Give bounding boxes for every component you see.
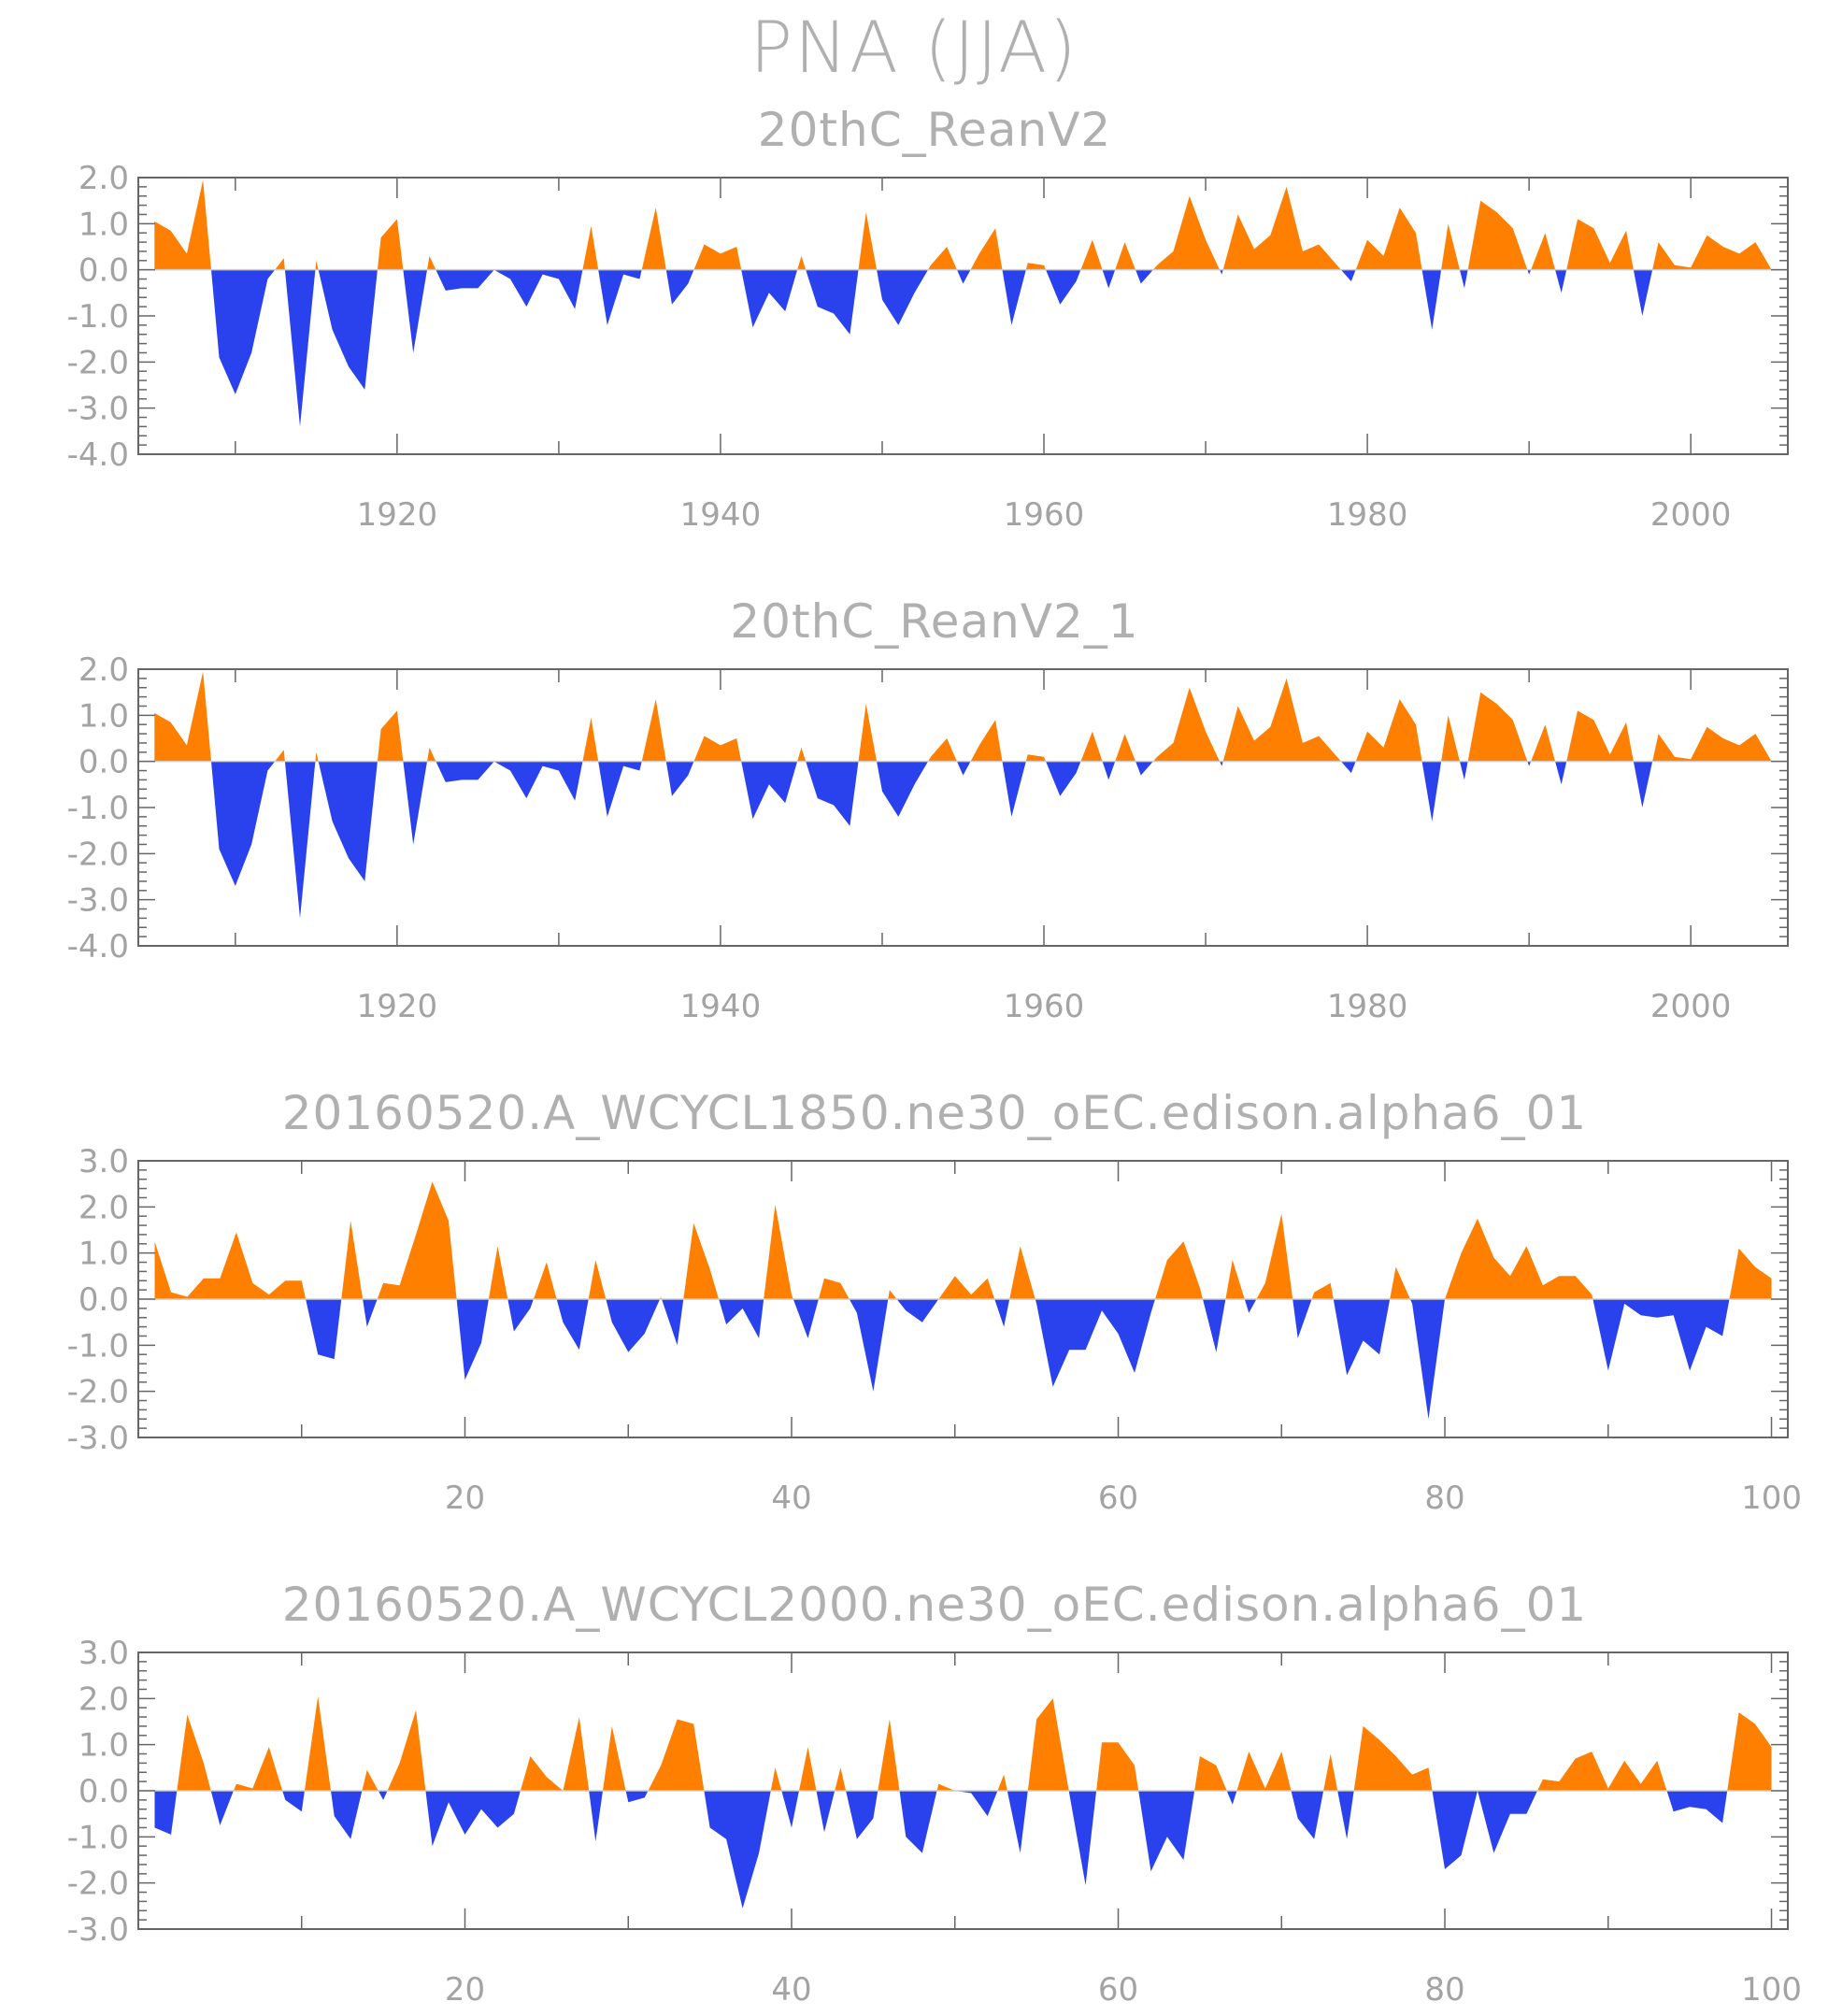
y-tick-label: 1.0 bbox=[79, 1236, 129, 1273]
y-tick-label: -1.0 bbox=[67, 1819, 129, 1856]
x-tick-label: 1960 bbox=[1004, 496, 1085, 534]
positive-anomaly-area bbox=[154, 671, 1772, 762]
positive-anomaly-area bbox=[154, 179, 1772, 270]
positive-anomaly-area bbox=[154, 1695, 1772, 1791]
y-tick-label: -2.0 bbox=[67, 1866, 129, 1903]
y-tick-label: 2.0 bbox=[79, 160, 129, 197]
y-tick-label: -3.0 bbox=[67, 882, 129, 920]
y-tick-label: -2.0 bbox=[67, 836, 129, 873]
y-tick-label: 2.0 bbox=[79, 651, 129, 689]
x-tick-label: 100 bbox=[1741, 1971, 1802, 2009]
panel-title-reanv2: 20thC_ReanV2 bbox=[757, 103, 1112, 157]
y-tick-label: -3.0 bbox=[67, 1911, 129, 1949]
y-tick-label: -2.0 bbox=[67, 1374, 129, 1411]
x-tick-label: 40 bbox=[771, 1480, 811, 1517]
x-tick-label: 1980 bbox=[1327, 988, 1408, 1025]
x-tick-label: 100 bbox=[1741, 1480, 1802, 1517]
panel-title-reanv2-1: 20thC_ReanV2_1 bbox=[730, 594, 1139, 649]
y-tick-label: 2.0 bbox=[79, 1680, 129, 1718]
y-tick-label: -4.0 bbox=[67, 436, 129, 474]
y-tick-label: -1.0 bbox=[67, 1327, 129, 1365]
negative-anomaly-area bbox=[154, 1791, 1772, 1909]
x-tick-label: 20 bbox=[445, 1480, 485, 1517]
x-tick-label: 2000 bbox=[1650, 988, 1732, 1025]
x-tick-label: 40 bbox=[771, 1971, 811, 2009]
y-tick-label: 0.0 bbox=[79, 252, 129, 290]
y-tick-label: -3.0 bbox=[67, 391, 129, 428]
panel-title-wcycl2000: 20160520.A_WCYCL2000.ne30_oEC.edison.alp… bbox=[281, 1578, 1588, 1632]
y-tick-label: -3.0 bbox=[67, 1420, 129, 1457]
x-tick-label: 20 bbox=[445, 1971, 485, 2009]
negative-anomaly-area bbox=[154, 1299, 1772, 1420]
x-tick-label: 1980 bbox=[1327, 496, 1408, 534]
x-tick-label: 1940 bbox=[680, 988, 762, 1025]
y-tick-label: 0.0 bbox=[79, 744, 129, 781]
y-tick-label: 0.0 bbox=[79, 1773, 129, 1810]
y-tick-label: 1.0 bbox=[79, 206, 129, 243]
x-tick-label: 1920 bbox=[357, 988, 438, 1025]
y-tick-label: 1.0 bbox=[79, 697, 129, 735]
x-tick-label: 60 bbox=[1098, 1971, 1138, 2009]
y-tick-label: 1.0 bbox=[79, 1727, 129, 1765]
y-tick-label: 3.0 bbox=[79, 1635, 129, 1672]
y-tick-label: -2.0 bbox=[67, 344, 129, 381]
x-tick-label: 1920 bbox=[357, 496, 438, 534]
x-tick-label: 80 bbox=[1424, 1971, 1464, 2009]
x-tick-label: 1940 bbox=[680, 496, 762, 534]
x-tick-label: 80 bbox=[1424, 1480, 1464, 1517]
y-tick-label: -4.0 bbox=[67, 928, 129, 965]
panel-title-wcycl1850: 20160520.A_WCYCL1850.ne30_oEC.edison.alp… bbox=[281, 1086, 1588, 1140]
x-tick-label: 1960 bbox=[1004, 988, 1085, 1025]
x-tick-label: 60 bbox=[1098, 1480, 1138, 1517]
y-tick-label: -1.0 bbox=[67, 298, 129, 336]
figure-title: PNA (JJA) bbox=[750, 6, 1078, 89]
y-tick-label: 3.0 bbox=[79, 1143, 129, 1180]
x-tick-label: 2000 bbox=[1650, 496, 1732, 534]
y-tick-label: -1.0 bbox=[67, 790, 129, 827]
y-tick-label: 2.0 bbox=[79, 1189, 129, 1226]
y-tick-label: 0.0 bbox=[79, 1281, 129, 1319]
